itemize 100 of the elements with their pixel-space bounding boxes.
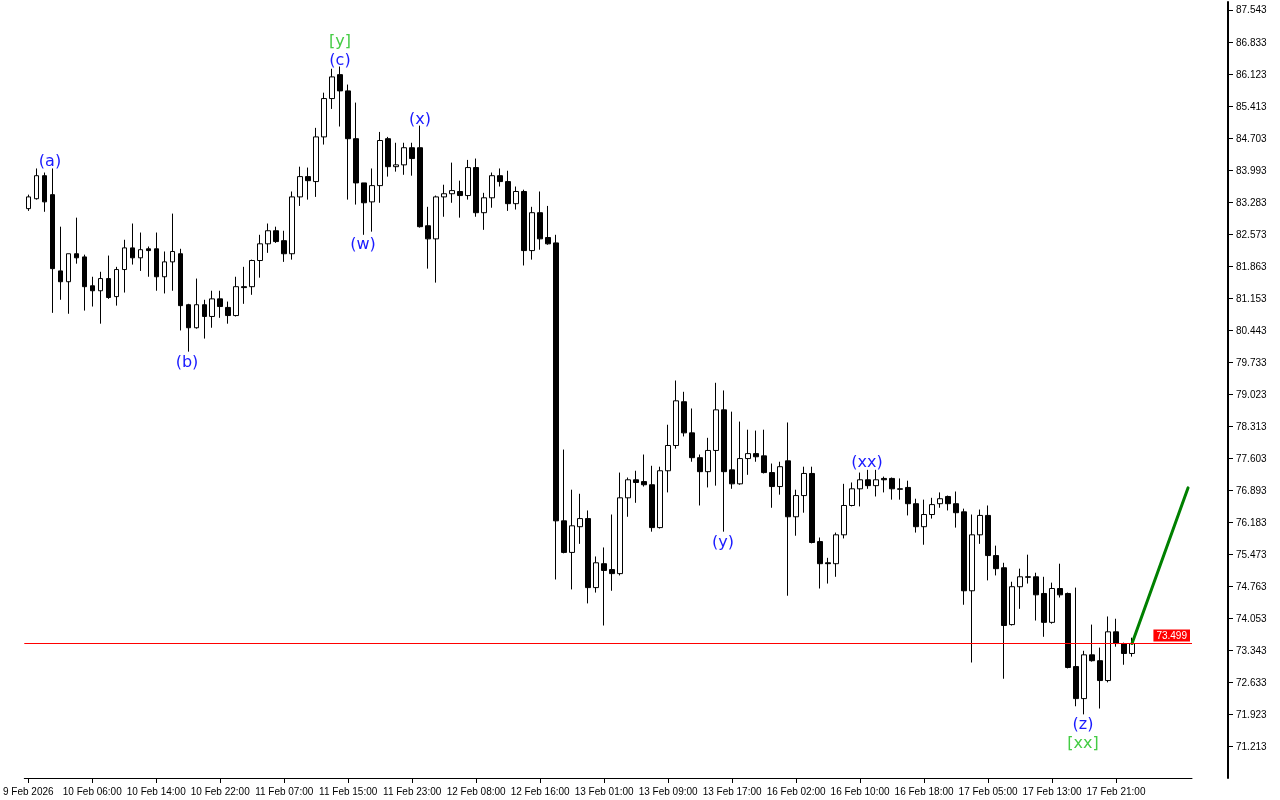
y-tick-label: 77.603 (1236, 452, 1268, 464)
candlestick (753, 430, 759, 463)
y-tick-label: 82.573 (1236, 228, 1268, 240)
candlestick (1129, 637, 1135, 658)
annotation: (w) (350, 233, 376, 253)
candlestick (769, 463, 775, 509)
candlestick (745, 429, 751, 476)
candlestick (521, 189, 527, 266)
y-tick-label: 80.443 (1236, 324, 1268, 336)
candlestick (1081, 650, 1087, 715)
candlestick (905, 480, 911, 516)
candlestick (401, 142, 407, 176)
y-tick-label: 76.893 (1236, 484, 1268, 496)
y-tick-label: 74.053 (1236, 613, 1268, 625)
candlestick (82, 254, 87, 312)
candlestick (593, 555, 599, 594)
candlestick (713, 382, 719, 487)
candlestick (841, 483, 847, 539)
candlestick (1017, 568, 1023, 610)
candlestick (569, 489, 575, 590)
y-tick-label: 86.833 (1236, 36, 1268, 48)
candlestick (881, 476, 887, 493)
candlestick (1097, 647, 1103, 710)
candlestick (321, 92, 327, 146)
candlestick (1057, 563, 1063, 599)
candlestick (385, 136, 391, 178)
x-tick-label: 16 Feb 02:00 (766, 785, 827, 797)
y-tick-label: 85.413 (1236, 100, 1268, 112)
y-tick-label: 86.123 (1236, 68, 1268, 80)
candlestick (809, 466, 815, 544)
x-tick-label: 13 Feb 01:00 (574, 785, 635, 797)
candlestick (257, 234, 263, 279)
candlestick (393, 142, 399, 173)
candlestick (641, 454, 647, 488)
y-tick-label: 74.763 (1236, 581, 1268, 593)
x-tick-label: 13 Feb 17:00 (702, 785, 763, 797)
x-tick-label: 17 Feb 05:00 (958, 785, 1018, 797)
y-tick-label: 75.473 (1236, 549, 1268, 561)
candlestick (209, 290, 215, 329)
candlestick (409, 142, 415, 177)
candlestick (505, 170, 511, 212)
candlestick (186, 303, 191, 353)
x-tick-label: 10 Feb 14:00 (126, 785, 187, 797)
candlestick (130, 223, 135, 266)
candlestick (737, 421, 743, 486)
candlestick (921, 499, 927, 546)
candlestick (777, 461, 783, 496)
candlestick (985, 505, 991, 581)
x-tick-label: 9 Feb 2026 (2, 785, 55, 797)
candlestick (225, 301, 231, 325)
candlestick (825, 557, 831, 585)
y-tick-label: 81.153 (1236, 292, 1268, 304)
candlestick (26, 194, 31, 212)
candlestick (1049, 582, 1055, 625)
candlestick (545, 205, 551, 246)
candlestick (649, 465, 655, 533)
candlestick (561, 449, 567, 554)
candlestick (657, 466, 663, 530)
annotation: (z) (1072, 713, 1094, 733)
candlestick (489, 172, 495, 209)
candlestick (138, 232, 143, 272)
candlestick (106, 255, 111, 300)
annotation: (y) (712, 531, 734, 551)
candlestick (697, 454, 703, 506)
x-tick-label: 17 Feb 21:00 (1086, 785, 1146, 797)
candlestick (241, 266, 247, 305)
y-tick-label: 78.313 (1236, 420, 1268, 432)
candlestick (625, 477, 631, 518)
annotation: [xx] (1067, 732, 1099, 752)
x-tick-label: 11 Feb 07:00 (255, 785, 314, 797)
annotation: (b) (175, 351, 199, 371)
candlestick (785, 421, 791, 597)
annotation: (x) (409, 108, 431, 128)
candlestick (1041, 576, 1047, 638)
candlestick (553, 234, 559, 580)
candlestick (577, 493, 583, 545)
candlestick (114, 266, 119, 307)
candlestick (817, 537, 823, 590)
y-tick-label: 73.343 (1236, 645, 1268, 657)
candlestick (1033, 572, 1039, 622)
candlestick (633, 470, 639, 504)
y-tick-label: 83.993 (1236, 164, 1268, 176)
candlestick (681, 391, 687, 437)
candlestick (146, 246, 151, 278)
candlestick (801, 466, 807, 514)
candlestick (249, 259, 255, 296)
candlestick (289, 190, 295, 261)
candlestick (609, 514, 615, 592)
candlestick (313, 127, 319, 198)
candlestick (58, 226, 63, 301)
candlestick (281, 230, 287, 263)
x-tick-label: 10 Feb 22:00 (190, 785, 251, 797)
candlestick (1001, 562, 1007, 680)
candlestick (441, 184, 447, 218)
candlestick (1121, 642, 1127, 666)
candlestick (194, 278, 199, 330)
x-tick-label: 13 Feb 09:00 (638, 785, 699, 797)
candlestick (217, 290, 223, 319)
candlestick (761, 429, 767, 474)
candlestick (833, 532, 839, 578)
